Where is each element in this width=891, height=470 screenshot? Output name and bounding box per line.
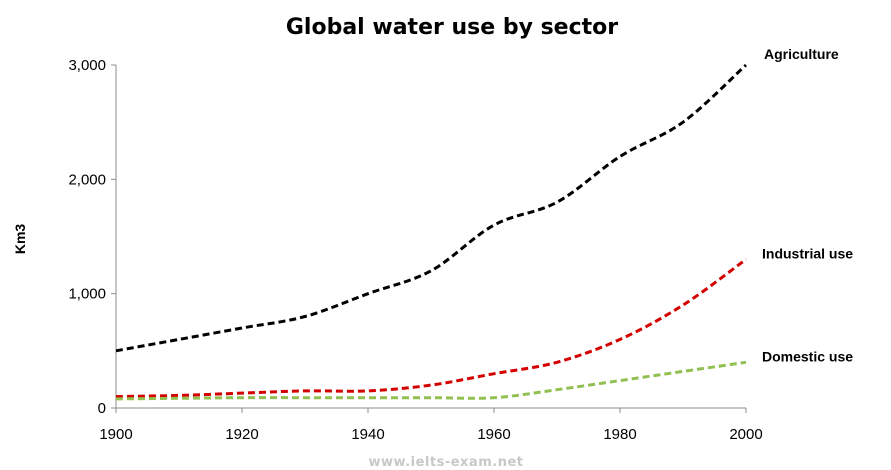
y-tick-label: 1,000 [68,286,106,303]
x-tick-label: 2000 [729,426,762,443]
watermark-text: www.ielts-exam.net [369,455,524,470]
x-tick-label: 1980 [603,426,636,443]
series-label-agriculture: Agriculture [764,46,839,62]
x-tick-label: 1900 [99,426,132,443]
series-labels: Agriculture Industrial use Domestic use [762,46,853,364]
x-tick-label: 1940 [351,426,384,443]
series-line-domestic-use [115,360,747,401]
y-tick-label: 3,000 [68,57,106,74]
chart-title: Global water use by sector [286,15,618,40]
x-ticks: 1900 1920 1940 1960 1980 2000 [99,408,763,443]
x-tick-label: 1960 [477,426,510,443]
series-label-domestic-use: Domestic use [762,348,853,364]
series-lines [115,63,748,401]
y-tick-label: 0 [98,400,106,417]
series-line-industrial-use [115,258,747,399]
y-tick-label: 2,000 [68,171,106,188]
series-label-industrial-use: Industrial use [762,245,853,261]
y-ticks: 0 1,000 2,000 3,000 [68,57,116,417]
y-axis-label: Km3 [12,224,28,255]
x-tick-label: 1920 [225,426,258,443]
series-line-agriculture [115,63,748,353]
